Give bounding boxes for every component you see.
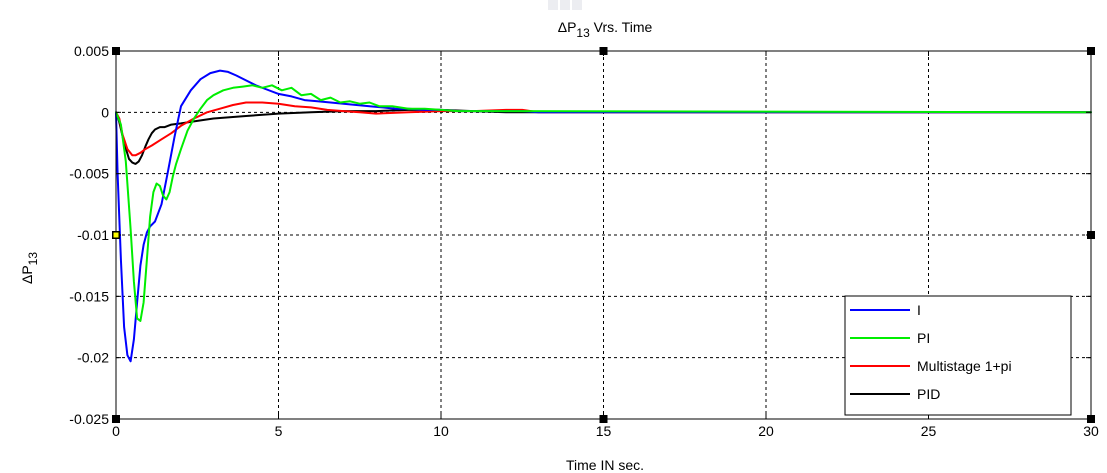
y-tick-label: -0.025	[69, 411, 109, 427]
legend-label: PI	[917, 330, 930, 346]
legend-box	[844, 295, 1072, 416]
title-prefix: ΔP	[558, 19, 577, 35]
y-axis-label: ΔP13	[19, 252, 40, 284]
y-tick-label: -0.005	[69, 166, 109, 182]
y-tick-label: -0.015	[69, 288, 109, 304]
legend-entries: I PI Multistage 1+pi PID	[850, 302, 1012, 402]
title-suffix: Vrs. Time	[590, 19, 653, 35]
series-line-2	[115, 101, 1092, 157]
x-tick-label: 20	[758, 423, 774, 439]
x-tick-labels: 0 5 10 15 20 25 30	[112, 423, 1099, 439]
y-tick-label: -0.02	[77, 350, 109, 366]
ylabel-subscript: 13	[26, 252, 40, 266]
corner-marker	[1087, 415, 1095, 423]
legend-label: Multistage 1+pi	[917, 358, 1012, 374]
x-tick-label: 0	[112, 423, 120, 439]
legend-label: PID	[917, 386, 940, 402]
y-tick-labels: 0.005 0 -0.005 -0.01 -0.015 -0.02 -0.025	[69, 43, 109, 427]
corner-markers	[112, 47, 1095, 423]
corner-marker	[112, 47, 120, 55]
series-layer	[115, 69, 1092, 363]
x-tick-label: 30	[1083, 423, 1099, 439]
watermark-decoration	[548, 0, 582, 10]
x-tick-label: 5	[275, 423, 283, 439]
corner-marker	[599, 47, 608, 55]
legend: I PI Multistage 1+pi PID	[844, 295, 1072, 416]
x-tick-label: 15	[596, 423, 612, 439]
x-tick-label: 25	[921, 423, 937, 439]
ylabel-prefix: ΔP	[19, 265, 35, 284]
chart-title: ΔP13 Vrs. Time	[558, 19, 653, 40]
corner-marker	[599, 415, 608, 423]
corner-marker-highlight	[113, 232, 119, 238]
corner-marker	[112, 415, 120, 423]
series-line-3	[115, 108, 1092, 165]
y-tick-label: -0.01	[77, 227, 109, 243]
legend-label: I	[917, 302, 921, 318]
corner-marker	[1087, 231, 1095, 239]
title-subscript: 13	[576, 26, 590, 40]
series-line-1	[115, 84, 1092, 322]
y-tick-label: 0.005	[74, 43, 109, 59]
x-axis-label: Time IN sec.	[566, 457, 644, 473]
x-tick-label: 10	[433, 423, 449, 439]
y-tick-label: 0	[101, 104, 109, 120]
corner-marker	[1087, 47, 1095, 55]
